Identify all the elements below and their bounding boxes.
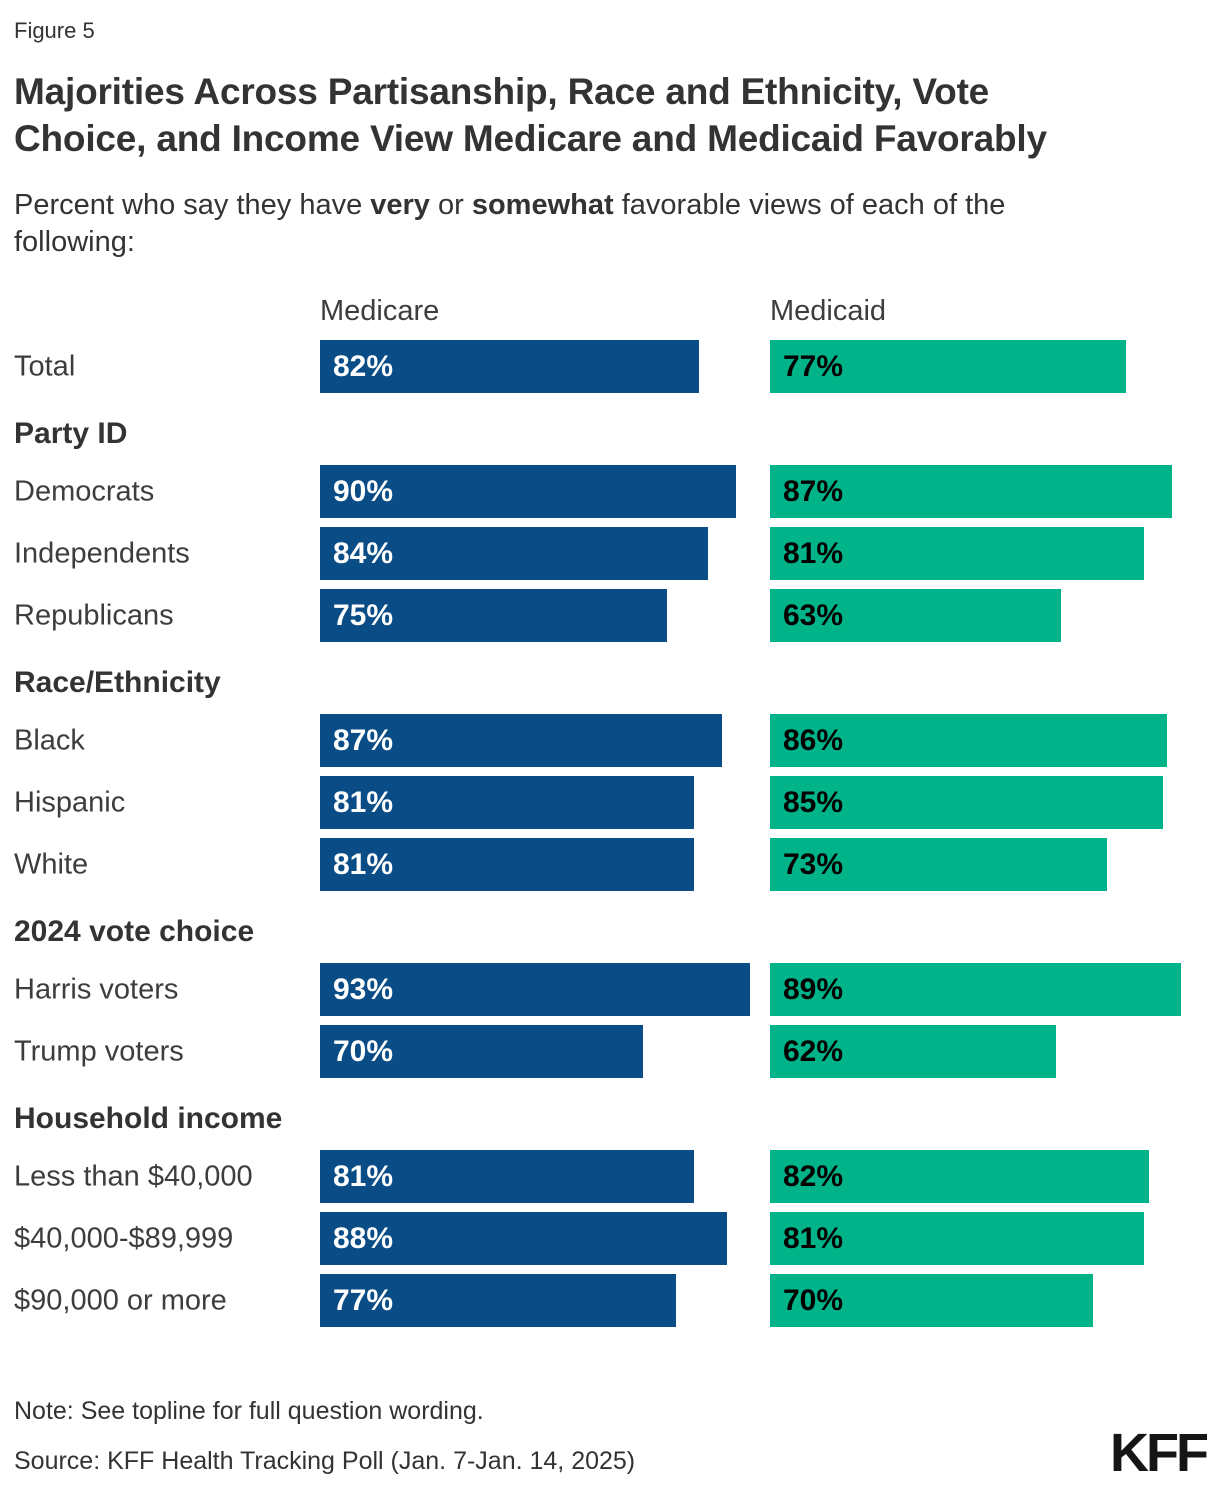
medicare-value-label: 77% (333, 1283, 394, 1317)
medicaid-value-label: 63% (783, 598, 844, 632)
medicaid-bar: 82% (770, 1150, 1149, 1203)
note-text: Note: See topline for full question word… (14, 1397, 484, 1425)
subtitle-text-prefix: Percent who say they have (14, 189, 371, 221)
row-label: Harris voters (14, 973, 179, 1005)
medicaid-bar: 62% (770, 1025, 1057, 1078)
chart-row: Democrats 90% 87% (0, 465, 1220, 518)
section-header-row: Household income (0, 1087, 1220, 1150)
row-label: Independents (14, 537, 190, 569)
medicare-bar: 90% (320, 465, 736, 518)
figure-footer: Note: See topline for full question word… (0, 1397, 1220, 1483)
medicaid-bar: 85% (770, 776, 1163, 829)
chart-row: White 81% 73% (0, 838, 1220, 891)
medicare-bar: 81% (320, 1150, 695, 1203)
medicare-value-label: 88% (333, 1221, 394, 1255)
chart-row: Harris voters 93% 89% (0, 963, 1220, 1016)
source-text: Source: KFF Health Tracking Poll (Jan. 7… (14, 1447, 636, 1475)
subtitle-bold-somewhat: somewhat (471, 189, 614, 221)
medicare-value-label: 87% (333, 723, 394, 757)
medicaid-bar: 86% (770, 714, 1168, 767)
section-header-row: Race/Ethnicity (0, 651, 1220, 714)
medicare-value-label: 81% (333, 847, 394, 881)
medicare-bar: 70% (320, 1025, 644, 1078)
kff-logo: KFF (1110, 1423, 1209, 1483)
chart-row: Independents 84% 81% (0, 527, 1220, 580)
medicare-value-label: 81% (333, 1159, 394, 1193)
medicare-bar: 87% (320, 714, 722, 767)
medicaid-value-label: 77% (783, 349, 844, 383)
medicaid-value-label: 70% (783, 1283, 844, 1317)
medicaid-bar: 89% (770, 963, 1182, 1016)
series-header-medicaid: Medicaid (770, 295, 887, 327)
section-header-label: Party ID (14, 416, 128, 450)
row-label: Republicans (14, 599, 174, 631)
medicaid-bar: 87% (770, 465, 1172, 518)
chart-row: $40,000-$89,999 88% 81% (0, 1212, 1220, 1265)
chart-row: Trump voters 70% 62% (0, 1025, 1220, 1078)
medicare-bar: 81% (320, 776, 695, 829)
row-label: Hispanic (14, 786, 126, 818)
medicare-bar: 77% (320, 1274, 676, 1327)
subtitle-text-mid: or (429, 189, 472, 221)
subtitle-text-suffix: favorable views of each of the following… (14, 189, 1006, 258)
row-label: White (14, 848, 89, 880)
medicaid-bar: 81% (770, 1212, 1145, 1265)
bar-chart: Total 82% 77% Party ID Democrats 90% 87% Indepe… (0, 340, 1220, 1327)
section-header-row: 2024 vote choice (0, 900, 1220, 963)
series-header-medicare: Medicare (320, 295, 440, 327)
medicare-value-label: 70% (333, 1034, 394, 1068)
medicaid-bar: 70% (770, 1274, 1094, 1327)
medicaid-value-label: 73% (783, 847, 844, 881)
medicaid-value-label: 86% (783, 723, 844, 757)
chart-subtitle: Percent who say they have very or somewh… (14, 187, 1204, 261)
row-label: Total (14, 350, 76, 382)
chart-title: Majorities Across Partisanship, Race and… (14, 71, 1047, 159)
medicaid-bar: 63% (770, 589, 1062, 642)
medicare-value-label: 84% (333, 536, 394, 570)
subtitle-bold-very: very (370, 189, 430, 221)
medicaid-value-label: 81% (783, 536, 844, 570)
medicare-bar: 82% (320, 340, 699, 393)
medicare-bar: 75% (320, 589, 667, 642)
series-headers: Medicare Medicaid (0, 261, 1220, 340)
medicare-bar: 88% (320, 1212, 727, 1265)
medicare-value-label: 90% (333, 474, 394, 508)
row-label: Democrats (14, 475, 155, 507)
medicare-value-label: 82% (333, 349, 394, 383)
chart-row: Black 87% 86% (0, 714, 1220, 767)
medicaid-value-label: 87% (783, 474, 844, 508)
medicaid-bar: 77% (770, 340, 1126, 393)
medicaid-value-label: 89% (783, 972, 844, 1006)
chart-row: Hispanic 81% 85% (0, 776, 1220, 829)
medicare-value-label: 93% (333, 972, 394, 1006)
chart-row: $90,000 or more 77% 70% (0, 1274, 1220, 1327)
medicare-bar: 81% (320, 838, 695, 891)
medicare-bar: 93% (320, 963, 750, 1016)
medicaid-value-label: 82% (783, 1159, 844, 1193)
row-label: Trump voters (14, 1035, 184, 1067)
chart-row: Total 82% 77% (0, 340, 1220, 393)
section-header-label: Household income (14, 1101, 283, 1135)
medicare-bar: 84% (320, 527, 709, 580)
medicaid-bar: 73% (770, 838, 1108, 891)
figure-number-label: Figure 5 (14, 18, 95, 43)
section-header-label: Race/Ethnicity (14, 665, 221, 699)
row-label: Black (14, 724, 85, 756)
chart-row: Less than $40,000 81% 82% (0, 1150, 1220, 1203)
medicaid-value-label: 62% (783, 1034, 844, 1068)
medicaid-value-label: 81% (783, 1221, 844, 1255)
medicaid-value-label: 85% (783, 785, 844, 819)
medicare-value-label: 81% (333, 785, 394, 819)
section-header-row: Party ID (0, 402, 1220, 465)
row-label: $40,000-$89,999 (14, 1222, 234, 1254)
medicaid-bar: 81% (770, 527, 1145, 580)
figure-header: Figure 5 Majorities Across Partisanship,… (0, 0, 1220, 261)
medicare-value-label: 75% (333, 598, 394, 632)
chart-row: Republicans 75% 63% (0, 589, 1220, 642)
section-header-label: 2024 vote choice (14, 914, 255, 948)
row-label: $90,000 or more (14, 1284, 227, 1316)
row-label: Less than $40,000 (14, 1160, 253, 1192)
